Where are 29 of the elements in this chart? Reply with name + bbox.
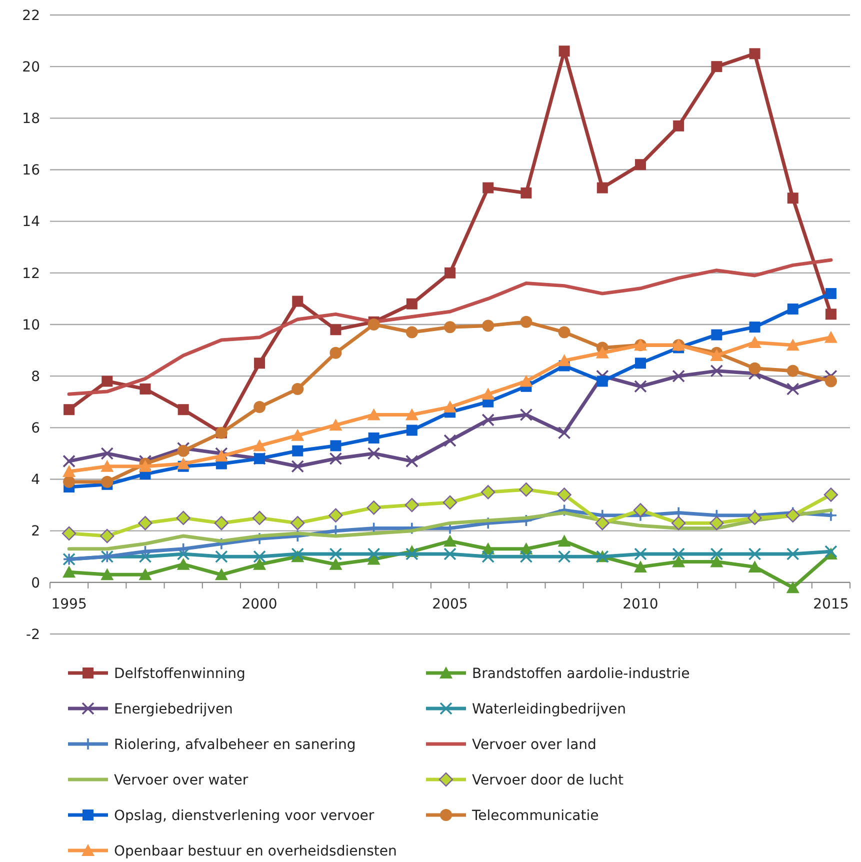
y-tick-label: 12 xyxy=(22,266,40,282)
y-tick-label: -2 xyxy=(26,626,40,643)
legend-label: Openbaar bestuur en overheidsdiensten xyxy=(114,843,397,860)
y-tick-label: 20 xyxy=(22,59,40,76)
legend-label: Vervoer over water xyxy=(114,772,248,788)
legend-label: Energiebedrijven xyxy=(114,701,233,718)
y-tick-label: 0 xyxy=(31,575,40,592)
y-tick-label: 2 xyxy=(31,524,40,540)
x-tick-label: 2000 xyxy=(242,596,278,612)
y-tick-label: 22 xyxy=(22,8,40,24)
y-tick-label: 4 xyxy=(31,472,40,488)
y-tick-label: 6 xyxy=(31,420,40,437)
legend-label: Vervoer door de lucht xyxy=(472,772,624,788)
y-tick-label: 18 xyxy=(22,111,40,128)
legend-label: Waterleidingbedrijven xyxy=(472,701,626,718)
y-tick-label: 10 xyxy=(22,317,40,334)
x-tick-label: 2015 xyxy=(813,596,849,612)
y-tick-label: 16 xyxy=(22,162,40,179)
x-tick-label: 2005 xyxy=(432,596,468,612)
x-tick-label: 1995 xyxy=(51,596,87,612)
legend-label: Delfstoffenwinning xyxy=(114,666,246,682)
legend-label: Brandstoffen aardolie-industrie xyxy=(472,666,690,682)
y-tick-label: 14 xyxy=(22,214,40,230)
y-tick-label: 8 xyxy=(31,368,40,385)
legend-label: Vervoer over land xyxy=(472,736,596,753)
legend-label: Riolering, afvalbeheer en sanering xyxy=(114,736,356,753)
x-tick-label: 2010 xyxy=(622,596,658,612)
legend-label: Telecommunicatie xyxy=(471,808,599,824)
legend-label: Opslag, dienstverlening voor vervoer xyxy=(114,808,374,824)
